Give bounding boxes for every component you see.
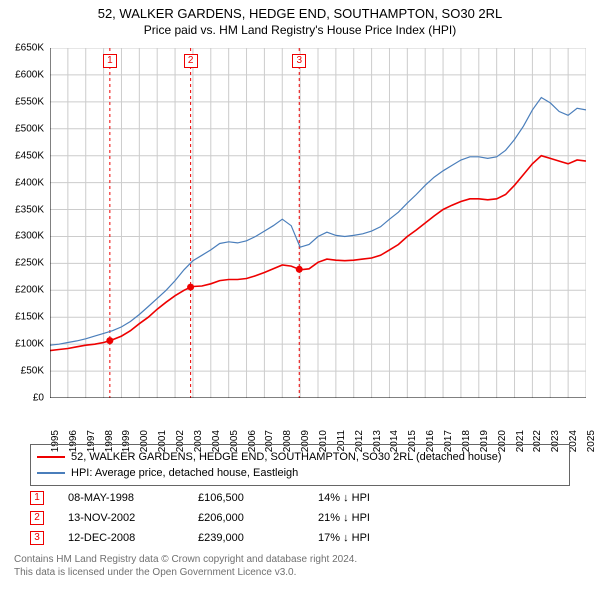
event-delta: 14% ↓ HPI — [318, 492, 370, 504]
footer-line-2: This data is licensed under the Open Gov… — [14, 567, 357, 580]
y-tick-label: £650K — [15, 43, 44, 54]
chart-plot-area — [50, 48, 586, 398]
legend-swatch — [37, 456, 65, 458]
y-tick-label: £400K — [15, 177, 44, 188]
x-tick-label: 2025 — [586, 430, 597, 452]
event-date: 13-NOV-2002 — [68, 512, 198, 524]
y-tick-label: £0 — [33, 393, 44, 404]
y-tick-label: £100K — [15, 339, 44, 350]
legend-label: 52, WALKER GARDENS, HEDGE END, SOUTHAMPT… — [71, 451, 502, 463]
event-price: £106,500 — [198, 492, 318, 504]
y-tick-label: £50K — [21, 366, 44, 377]
event-marker-3: 3 — [292, 54, 306, 68]
legend: 52, WALKER GARDENS, HEDGE END, SOUTHAMPT… — [30, 444, 570, 486]
event-row: 2 13-NOV-2002£206,00021% ↓ HPI — [30, 508, 570, 528]
events-table: 1 08-MAY-1998£106,50014% ↓ HPI 2 13-NOV-200… — [30, 488, 570, 548]
y-tick-label: £250K — [15, 258, 44, 269]
event-marker-2: 2 — [184, 54, 198, 68]
event-price: £239,000 — [198, 532, 318, 544]
event-delta: 17% ↓ HPI — [318, 532, 370, 544]
chart-title-block: 52, WALKER GARDENS, HEDGE END, SOUTHAMPT… — [0, 0, 600, 37]
x-axis: 1995199619971998199920002001200220032004… — [50, 400, 586, 444]
title-line-1: 52, WALKER GARDENS, HEDGE END, SOUTHAMPT… — [0, 6, 600, 21]
y-tick-label: £350K — [15, 204, 44, 215]
y-tick-label: £550K — [15, 96, 44, 107]
y-axis: £0£50K£100K£150K£200K£250K£300K£350K£400… — [0, 48, 46, 398]
event-marker-1: 1 — [103, 54, 117, 68]
title-line-2: Price paid vs. HM Land Registry's House … — [0, 23, 600, 37]
event-marker-box: 2 — [30, 511, 44, 525]
legend-row: HPI: Average price, detached house, East… — [37, 465, 563, 481]
footer-line-1: Contains HM Land Registry data © Crown c… — [14, 554, 357, 567]
legend-row: 52, WALKER GARDENS, HEDGE END, SOUTHAMPT… — [37, 449, 563, 465]
event-price: £206,000 — [198, 512, 318, 524]
event-marker-box: 1 — [30, 491, 44, 505]
legend-label: HPI: Average price, detached house, East… — [71, 467, 298, 479]
y-tick-label: £600K — [15, 69, 44, 80]
event-row: 1 08-MAY-1998£106,50014% ↓ HPI — [30, 488, 570, 508]
y-tick-label: £300K — [15, 231, 44, 242]
event-delta: 21% ↓ HPI — [318, 512, 370, 524]
event-row: 3 12-DEC-2008£239,00017% ↓ HPI — [30, 528, 570, 548]
event-marker-box: 3 — [30, 531, 44, 545]
footer-attribution: Contains HM Land Registry data © Crown c… — [14, 554, 357, 579]
legend-swatch — [37, 472, 65, 474]
y-tick-label: £500K — [15, 123, 44, 134]
y-tick-label: £450K — [15, 150, 44, 161]
event-date: 12-DEC-2008 — [68, 532, 198, 544]
y-tick-label: £150K — [15, 312, 44, 323]
chart-svg — [50, 48, 586, 398]
y-tick-label: £200K — [15, 285, 44, 296]
event-date: 08-MAY-1998 — [68, 492, 198, 504]
